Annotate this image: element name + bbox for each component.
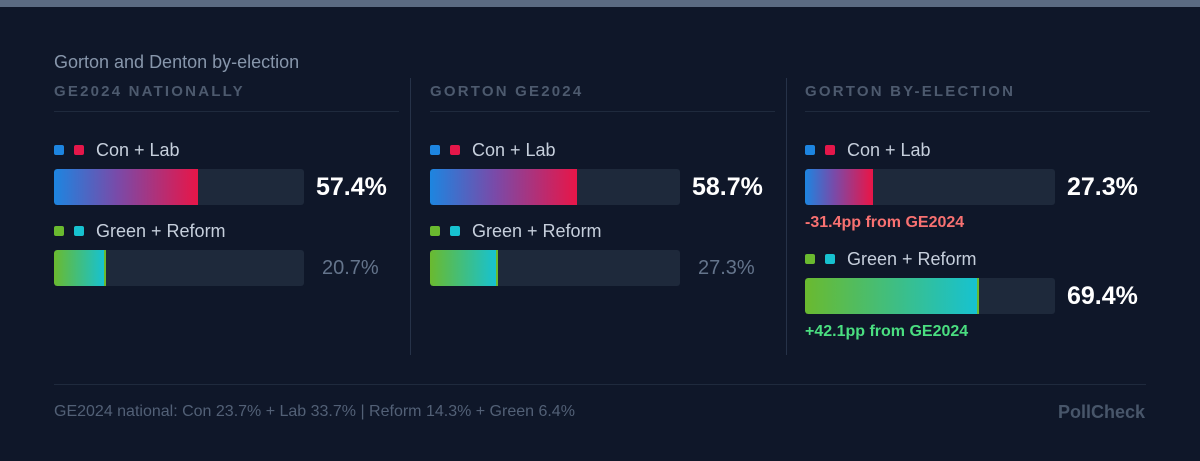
value-label: 27.3% bbox=[1067, 173, 1138, 201]
bar-fill bbox=[430, 250, 498, 286]
bar-track bbox=[54, 169, 304, 205]
chart-column: GORTON BY-ELECTION Con + Lab 27.3% -31.4pp … bbox=[805, 78, 1150, 355]
footer-divider bbox=[54, 384, 1146, 385]
bar-fill bbox=[54, 169, 198, 205]
change-label: -31.4pp from GE2024 bbox=[805, 214, 965, 231]
bar-track bbox=[805, 169, 1055, 205]
bar-track bbox=[430, 250, 680, 286]
series-label: Green + Reform bbox=[472, 220, 602, 241]
bar-fill bbox=[805, 278, 979, 314]
column-header: GORTON BY-ELECTION bbox=[805, 83, 1016, 100]
series-legend: Green + Reform bbox=[430, 220, 602, 242]
brand-logo: PollCheck bbox=[1057, 402, 1145, 422]
value-label: 58.7% bbox=[692, 173, 763, 201]
legend-swatch-green bbox=[54, 226, 64, 236]
chart-title: Gorton and Denton by-election bbox=[54, 52, 300, 72]
series-legend: Con + Lab bbox=[805, 139, 931, 161]
series-label: Green + Reform bbox=[96, 220, 226, 241]
bar-track bbox=[430, 169, 680, 205]
legend-swatch-con bbox=[54, 145, 64, 155]
bar-fill bbox=[54, 250, 106, 286]
legend-swatch-reform bbox=[450, 226, 460, 236]
column-header-underline bbox=[430, 111, 775, 112]
legend-swatch-con bbox=[805, 145, 815, 155]
legend-swatch-lab bbox=[74, 145, 84, 155]
top-accent-bar bbox=[0, 0, 1200, 7]
column-header: GE2024 NATIONALLY bbox=[54, 83, 245, 100]
column-header: GORTON GE2024 bbox=[430, 83, 584, 100]
legend-swatch-reform bbox=[74, 226, 84, 236]
chart-column: GE2024 NATIONALLY Con + Lab 57.4% Green + R… bbox=[54, 78, 399, 355]
legend-swatch-reform bbox=[825, 254, 835, 264]
legend-swatch-green bbox=[430, 226, 440, 236]
bar-fill bbox=[430, 169, 577, 205]
series-label: Green + Reform bbox=[847, 248, 977, 269]
legend-swatch-con bbox=[430, 145, 440, 155]
legend-swatch-lab bbox=[450, 145, 460, 155]
series-label: Con + Lab bbox=[847, 139, 931, 160]
series-legend: Green + Reform bbox=[805, 248, 977, 270]
column-header-underline bbox=[54, 111, 399, 112]
bar-track bbox=[54, 250, 304, 286]
value-label: 69.4% bbox=[1067, 282, 1138, 310]
legend-swatch-green bbox=[805, 254, 815, 264]
column-divider bbox=[786, 78, 787, 355]
value-label: 27.3% bbox=[698, 257, 755, 279]
column-divider bbox=[410, 78, 411, 355]
change-label: +42.1pp from GE2024 bbox=[805, 323, 969, 340]
value-label: 20.7% bbox=[322, 257, 379, 279]
series-legend: Con + Lab bbox=[430, 139, 556, 161]
bar-fill bbox=[805, 169, 873, 205]
column-header-underline bbox=[805, 111, 1150, 112]
footnote: GE2024 national: Con 23.7% + Lab 33.7% |… bbox=[54, 403, 575, 420]
chart-column: GORTON GE2024 Con + Lab 58.7% Green + Refor… bbox=[430, 78, 775, 355]
series-legend: Con + Lab bbox=[54, 139, 180, 161]
bar-track bbox=[805, 278, 1055, 314]
series-legend: Green + Reform bbox=[54, 220, 226, 242]
value-label: 57.4% bbox=[316, 173, 387, 201]
series-label: Con + Lab bbox=[472, 139, 556, 160]
series-label: Con + Lab bbox=[96, 139, 180, 160]
legend-swatch-lab bbox=[825, 145, 835, 155]
